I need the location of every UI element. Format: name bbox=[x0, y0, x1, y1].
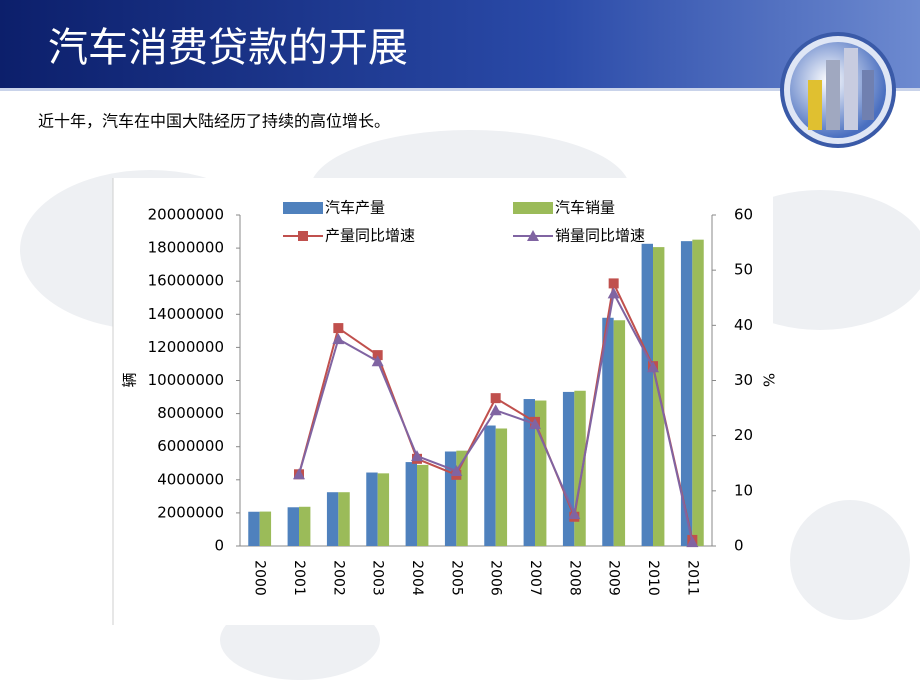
x-tick-label: 2009 bbox=[606, 560, 622, 596]
bar bbox=[456, 450, 468, 546]
y-tick-label: 16000000 bbox=[148, 272, 224, 290]
line-marker bbox=[529, 418, 541, 430]
y-axis-label: 辆 bbox=[121, 372, 139, 387]
y-tick-label: 14000000 bbox=[148, 305, 224, 323]
bar bbox=[602, 317, 614, 546]
line-marker bbox=[490, 393, 501, 404]
y-tick-label: 6000000 bbox=[157, 437, 224, 455]
y2-axis-label: % bbox=[760, 373, 778, 387]
y-tick-label: 18000000 bbox=[148, 239, 224, 257]
bar bbox=[259, 511, 272, 546]
x-tick-label: 2011 bbox=[684, 560, 700, 596]
x-tick-label: 2005 bbox=[448, 560, 464, 596]
line-marker bbox=[372, 350, 383, 361]
bar bbox=[405, 462, 417, 546]
slide-subtitle: 近十年，汽车在中国大陆经历了持续的高位增长。 bbox=[38, 112, 390, 131]
legend-marker bbox=[298, 231, 308, 241]
line-marker bbox=[450, 464, 463, 476]
legend-label: 汽车销量 bbox=[555, 199, 615, 217]
y2-tick-label: 50 bbox=[734, 261, 753, 279]
logo-icon bbox=[780, 32, 896, 148]
bar bbox=[444, 451, 457, 546]
x-tick-label: 2007 bbox=[527, 560, 543, 596]
slide-title: 汽车消费贷款的开展 bbox=[48, 25, 408, 71]
y-tick-label: 2000000 bbox=[157, 503, 224, 521]
y-tick-label: 12000000 bbox=[148, 338, 224, 356]
y2-tick-label: 30 bbox=[734, 371, 753, 389]
bar bbox=[692, 239, 704, 547]
bar bbox=[535, 400, 547, 546]
line-marker bbox=[411, 450, 423, 462]
bar bbox=[680, 241, 693, 547]
x-tick-label: 2010 bbox=[645, 560, 661, 596]
line-marker bbox=[489, 404, 502, 416]
y2-tick-label: 10 bbox=[734, 481, 753, 499]
header-rule bbox=[0, 88, 920, 91]
x-tick-label: 2001 bbox=[291, 560, 307, 596]
y-tick-label: 20000000 bbox=[148, 206, 224, 224]
bar bbox=[366, 472, 378, 546]
bar bbox=[338, 492, 350, 546]
legend-label: 销量同比增速 bbox=[555, 227, 645, 245]
line-marker bbox=[371, 355, 384, 367]
y2-tick-label: 0 bbox=[734, 537, 744, 555]
bar bbox=[377, 473, 390, 546]
legend-swatch bbox=[513, 202, 553, 214]
line-marker bbox=[608, 278, 619, 289]
y-tick-label: 10000000 bbox=[148, 371, 224, 389]
bar bbox=[326, 492, 339, 546]
legend-swatch bbox=[283, 202, 323, 214]
legend-label: 产量同比增速 bbox=[325, 227, 415, 245]
bar bbox=[613, 320, 626, 546]
x-tick-label: 2006 bbox=[488, 560, 504, 596]
y2-tick-label: 20 bbox=[734, 426, 753, 444]
x-tick-label: 2000 bbox=[252, 560, 268, 596]
bar bbox=[484, 425, 496, 546]
line-marker bbox=[332, 333, 345, 345]
bar bbox=[299, 506, 311, 546]
line-marker bbox=[686, 536, 699, 548]
y-tick-label: 0 bbox=[214, 537, 224, 555]
bar bbox=[287, 507, 299, 546]
legend-marker bbox=[527, 230, 539, 241]
line-marker bbox=[568, 508, 581, 520]
bar bbox=[495, 428, 508, 546]
bar bbox=[641, 243, 653, 546]
bar bbox=[248, 511, 260, 546]
line-marker bbox=[333, 323, 344, 334]
x-tick-label: 2003 bbox=[370, 560, 386, 596]
header-band bbox=[0, 0, 920, 88]
bar bbox=[562, 391, 575, 546]
line-marker bbox=[607, 287, 620, 299]
x-tick-label: 2008 bbox=[566, 560, 582, 596]
line-marker bbox=[293, 468, 305, 480]
x-tick-label: 2002 bbox=[330, 560, 346, 596]
line-marker bbox=[647, 361, 659, 373]
y2-tick-label: 60 bbox=[734, 206, 753, 224]
y2-tick-label: 40 bbox=[734, 316, 753, 334]
x-tick-label: 2004 bbox=[409, 560, 425, 596]
bar bbox=[417, 464, 429, 546]
y-tick-label: 4000000 bbox=[157, 470, 224, 488]
y-tick-label: 8000000 bbox=[157, 404, 224, 422]
bar bbox=[574, 390, 586, 546]
legend-label: 汽车产量 bbox=[325, 199, 385, 217]
bar bbox=[523, 399, 535, 546]
